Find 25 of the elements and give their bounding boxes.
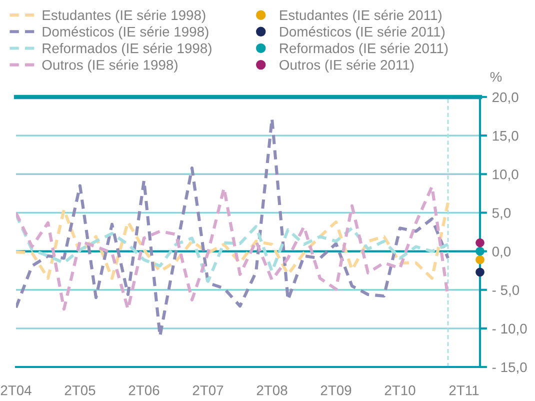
legend-label: Outros (IE série 1998)	[42, 59, 178, 73]
y-tick-label: - 5,0	[492, 285, 520, 297]
legend-label: Reformados (IE série 1998)	[42, 42, 212, 56]
x-tick-label: 2T07	[192, 385, 224, 396]
y-tick-label: 10,0	[492, 169, 518, 181]
x-tick-label: 2T09	[320, 385, 352, 396]
y-tick-label: 0,0	[492, 246, 511, 258]
x-tick-label: 2T10	[384, 385, 416, 396]
legend-label: Domésticos (IE série 2011)	[280, 26, 445, 40]
x-tick-label: 2T08	[256, 385, 288, 396]
legend-label: Domésticos (IE série 1998)	[42, 26, 208, 40]
y-tick-label: 20,0	[492, 92, 518, 104]
x-tick-label: 2T06	[128, 385, 160, 396]
legend-label: Outros (IE série 2011)	[280, 59, 414, 73]
x-tick-label: 2T11	[449, 385, 479, 396]
x-tick-label: 2T05	[64, 385, 96, 396]
legend-label: Estudantes (IE série 2011)	[280, 10, 442, 23]
legend-label: Estudantes (IE série 1998)	[42, 10, 206, 23]
y-tick-label: - 15,0	[492, 362, 527, 374]
x-tick-label: 2T04	[0, 385, 32, 396]
y-tick-label: 5,0	[492, 208, 511, 220]
y-tick-label: - 10,0	[492, 324, 527, 336]
y-tick-label: 15,0	[492, 130, 518, 142]
y-axis-title: %	[490, 72, 502, 82]
legend-label: Reformados (IE série 2011)	[280, 42, 448, 56]
